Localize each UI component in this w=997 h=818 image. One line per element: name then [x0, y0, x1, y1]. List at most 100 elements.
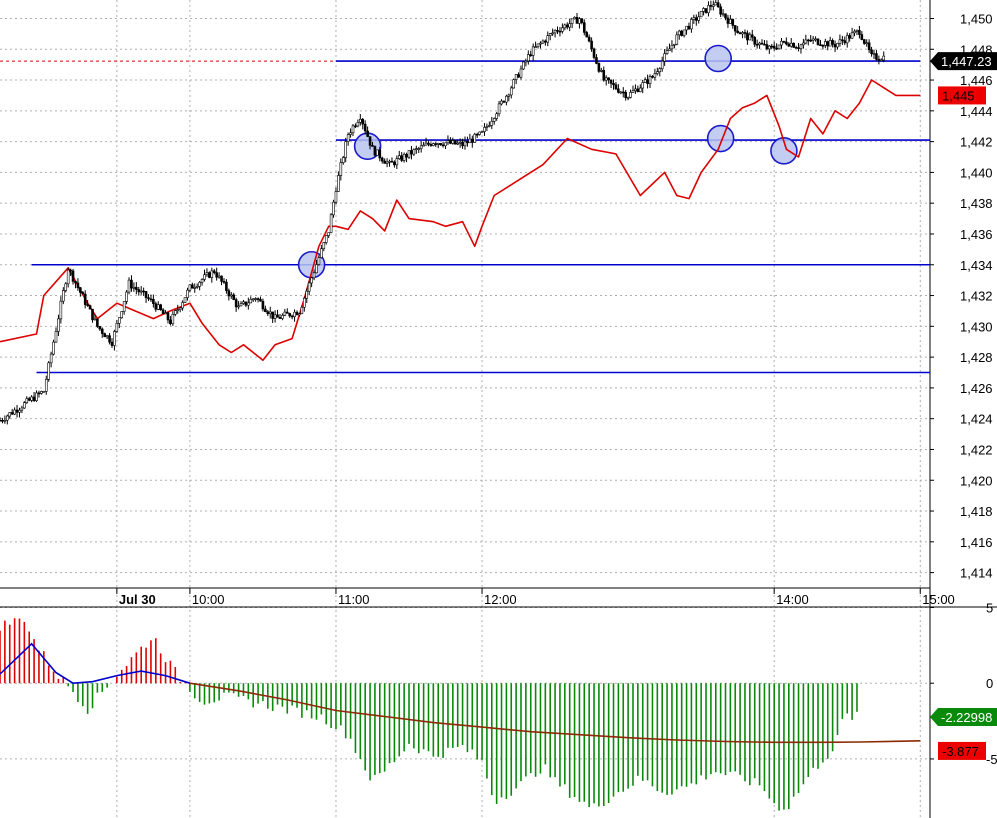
candle-body: [346, 134, 350, 142]
candle-body: [271, 311, 274, 319]
candle-body: [697, 16, 701, 21]
candle-body: [519, 68, 523, 78]
candle-body: [765, 44, 769, 50]
candle-body: [736, 30, 739, 34]
candle-body: [205, 272, 209, 276]
candle-body: [619, 91, 623, 94]
candle-body: [811, 38, 815, 41]
candle-body: [463, 141, 467, 147]
candle-body: [25, 398, 29, 403]
candle-body: [600, 70, 603, 72]
candle-body: [419, 145, 423, 149]
candle-body: [227, 290, 231, 297]
candle-body: [281, 315, 284, 319]
candle-body: [320, 248, 323, 258]
candle-body: [855, 29, 859, 32]
candle-body: [144, 291, 148, 298]
candle-body: [10, 412, 14, 415]
candle-body: [300, 306, 304, 314]
candle-body: [831, 40, 834, 45]
y-tick-label: 1,422: [960, 442, 993, 457]
candle-body: [446, 140, 450, 144]
candle-body: [816, 38, 820, 45]
candle-body: [276, 314, 279, 318]
candle-body: [772, 45, 776, 49]
grid: [0, 0, 930, 818]
candle-body: [256, 298, 260, 300]
candle-body: [755, 44, 759, 46]
candle-body: [27, 398, 31, 401]
x-tick-label: 12:00: [484, 592, 517, 607]
candle-body: [432, 143, 435, 146]
axis-ticks: 1,414 1,416 1,418 1,420 1,422 1,424 1,426 1,428…: [116, 11, 997, 767]
marker-circle: [704, 44, 732, 73]
candle-body: [617, 88, 620, 93]
candle-body: [329, 214, 333, 233]
candle-body: [819, 44, 822, 46]
candle-body: [468, 138, 472, 144]
price-labels: 1,447.23 1,445 -2.22998 -3.877: [930, 52, 997, 760]
candle-body: [312, 272, 316, 279]
candle-body: [249, 298, 253, 304]
y-tick-label: 1,436: [960, 227, 993, 242]
candle-body: [337, 175, 340, 192]
y-tick-label: 1,444: [960, 104, 993, 119]
candle-body: [541, 40, 545, 44]
candle-body: [585, 32, 589, 38]
candle-body: [96, 318, 99, 327]
candle-body: [324, 235, 328, 243]
candle-body: [714, 2, 718, 6]
candle-body: [295, 311, 299, 316]
y-tick-label: 1,446: [960, 73, 993, 88]
candle-body: [670, 44, 674, 50]
candle-body: [188, 284, 192, 291]
candle-body: [636, 88, 640, 92]
candle-body: [376, 149, 379, 156]
candle-body: [81, 292, 85, 295]
candle-body: [551, 32, 554, 35]
candle-body: [687, 25, 691, 30]
candle-body: [607, 77, 610, 81]
candle-body: [580, 18, 584, 23]
candle-body: [648, 76, 652, 85]
candle-body: [57, 318, 60, 332]
candle-body: [750, 34, 754, 38]
candle-body: [152, 299, 155, 304]
candle-body: [753, 36, 757, 45]
candle-body: [0, 419, 2, 422]
candle-body: [880, 59, 883, 62]
candle-body: [83, 293, 87, 305]
osc-y-tick-label: 0: [986, 676, 993, 691]
candle-body: [341, 157, 345, 163]
candle-body: [690, 19, 693, 30]
candle-body: [471, 138, 474, 143]
y-tick-label: 1,418: [960, 504, 993, 519]
y-tick-label: 1,440: [960, 165, 993, 180]
candle-body: [397, 155, 401, 159]
candle-body: [251, 298, 255, 301]
candle-body: [61, 290, 65, 302]
signal-line: [189, 682, 921, 744]
candle-body: [882, 55, 886, 61]
candle-body: [32, 396, 36, 402]
candle-body: [105, 335, 109, 338]
candle-body: [495, 113, 498, 119]
y-tick-label: 1,414: [960, 566, 993, 581]
candle-body: [44, 379, 48, 392]
candle-body: [327, 232, 330, 236]
candle-body: [741, 32, 744, 35]
candle-body: [71, 270, 75, 282]
candle-body: [865, 42, 869, 45]
candle-body: [210, 270, 214, 278]
candle-body: [3, 419, 7, 422]
candle-body: [466, 141, 469, 144]
candle-body: [142, 290, 145, 293]
candle-body: [427, 142, 430, 145]
candle-body: [359, 118, 362, 123]
candle-body: [665, 50, 669, 54]
candle-body: [49, 353, 53, 364]
candle-body: [638, 87, 642, 92]
candle-body: [441, 144, 445, 147]
candle-body: [137, 289, 141, 293]
